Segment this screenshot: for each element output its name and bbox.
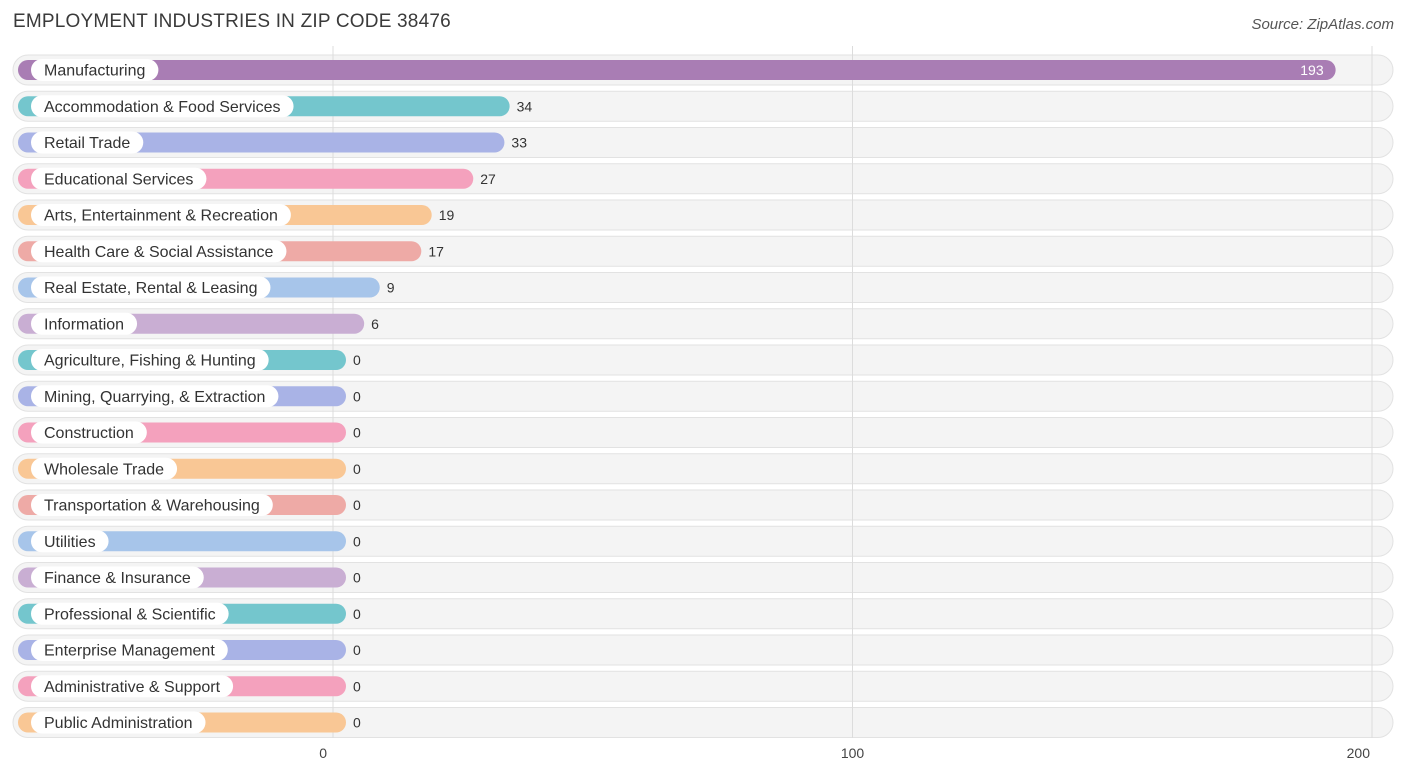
row-track	[12, 453, 1394, 485]
category-label-pill	[31, 276, 271, 299]
value-label: 0	[353, 461, 361, 477]
category-label: Transportation & Warehousing	[44, 498, 260, 515]
row-track	[12, 380, 1394, 412]
category-label-pill	[31, 95, 294, 118]
category-label: Educational Services	[44, 171, 193, 188]
category-label: Retail Trade	[44, 135, 130, 152]
value-label: 0	[353, 533, 361, 549]
category-label: Agriculture, Fishing & Hunting	[44, 353, 256, 370]
source-label: Source: ZipAtlas.com	[1251, 16, 1394, 33]
value-label: 193	[1300, 62, 1324, 78]
category-label-pill	[31, 711, 206, 734]
category-label-pill	[31, 457, 178, 480]
row-track	[12, 707, 1394, 738]
category-label-pill	[31, 530, 109, 553]
value-label: 0	[353, 352, 361, 368]
category-label: Wholesale Trade	[44, 461, 164, 478]
value-label: 33	[511, 135, 527, 151]
value-label: 6	[371, 316, 379, 332]
row-track	[12, 417, 1394, 448]
category-label: Finance & Insurance	[44, 570, 191, 587]
category-label: Accommodation & Food Services	[44, 99, 281, 116]
category-label-pill	[31, 204, 291, 226]
row-track	[12, 634, 1394, 666]
row-track	[12, 489, 1394, 521]
category-label: Public Administration	[44, 715, 193, 732]
value-label: 0	[353, 497, 361, 513]
category-label: Health Care & Social Assistance	[44, 244, 274, 261]
row-track	[12, 525, 1394, 557]
category-label-pill	[31, 494, 273, 516]
x-tick-label: 0	[319, 745, 327, 761]
category-label-pill	[31, 421, 147, 444]
category-label-pill	[31, 566, 204, 589]
category-label: Administrative & Support	[44, 679, 221, 696]
row-track	[12, 670, 1394, 702]
value-label: 0	[353, 425, 361, 441]
value-label: 0	[353, 570, 361, 586]
value-label: 0	[353, 715, 361, 731]
category-label: Construction	[44, 425, 134, 442]
bar	[18, 60, 1336, 80]
category-label: Mining, Quarrying, & Extraction	[44, 389, 265, 406]
category-label: Manufacturing	[44, 63, 145, 80]
value-label: 17	[428, 243, 444, 259]
x-tick-label: 200	[1347, 745, 1371, 761]
category-label: Information	[44, 316, 124, 333]
value-label: 0	[353, 642, 361, 658]
row-track	[12, 598, 1394, 630]
category-label-pill	[31, 59, 159, 81]
category-label-pill	[31, 349, 269, 371]
value-label: 34	[517, 98, 533, 114]
category-label-pill	[31, 312, 138, 335]
category-label-pill	[31, 131, 144, 154]
row-track	[12, 344, 1394, 376]
x-tick-label: 100	[841, 745, 865, 761]
value-label: 19	[439, 207, 455, 223]
category-label: Enterprise Management	[44, 643, 215, 660]
value-label: 0	[353, 388, 361, 404]
value-label: 0	[353, 606, 361, 622]
row-track	[12, 562, 1394, 593]
category-label-pill	[31, 240, 287, 263]
category-label: Professional & Scientific	[44, 606, 216, 623]
category-label-pill	[31, 675, 234, 698]
category-label-pill	[31, 385, 279, 408]
category-label-pill	[31, 602, 229, 625]
value-label: 9	[387, 280, 395, 296]
category-label-pill	[31, 639, 228, 661]
value-label: 27	[480, 171, 496, 187]
value-label: 0	[353, 678, 361, 694]
category-label: Real Estate, Rental & Leasing	[44, 280, 257, 297]
chart-title: EMPLOYMENT INDUSTRIES IN ZIP CODE 38476	[13, 11, 451, 32]
category-label-pill	[31, 167, 207, 190]
category-label: Utilities	[44, 534, 96, 551]
category-label: Arts, Entertainment & Recreation	[44, 208, 278, 225]
